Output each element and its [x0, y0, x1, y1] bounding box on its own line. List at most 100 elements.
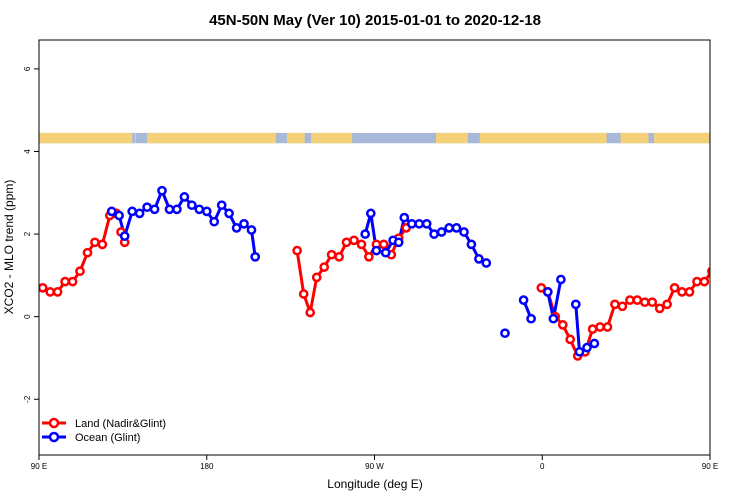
series-land-point [557, 320, 568, 330]
series-ocean-point [451, 223, 462, 233]
series-ocean-point [360, 229, 371, 239]
y-tick-label: 4 [23, 149, 32, 154]
x-axis-label: Longitude (deg E) [327, 477, 422, 491]
x-tick-label: 90 E [31, 462, 47, 471]
series-land-point [364, 251, 374, 262]
series-ocean-point [393, 237, 404, 248]
series-land-point [82, 247, 93, 258]
series-land-point [707, 266, 710, 276]
series-ocean-point [406, 218, 417, 229]
series-land-point [97, 239, 108, 250]
series-ocean-point [570, 299, 581, 310]
series-land-point [341, 237, 352, 248]
series-ocean-point [414, 218, 425, 229]
series-land-point [378, 239, 389, 250]
series-ocean-point [444, 223, 454, 233]
series-land-point [67, 276, 78, 287]
series-land-point [632, 295, 643, 305]
series-land-point [349, 235, 359, 246]
x-axis-ticks: 90 E 180 90 W 0 90 E [31, 455, 718, 471]
series-ocean-point [589, 338, 600, 349]
series-land-point [677, 287, 687, 297]
series-land-point [305, 307, 316, 318]
land-ocean-strip [39, 132, 710, 144]
series-ocean-point [127, 206, 138, 217]
series-land-point [311, 272, 322, 283]
strip-land-segment [134, 132, 136, 144]
series-ocean-point [106, 206, 117, 217]
y-tick-label: 2 [23, 231, 32, 236]
y-axis-ticks: -2 0 2 4 6 [23, 66, 39, 403]
series-land-point [617, 301, 628, 312]
y-tick-label: -2 [23, 395, 32, 403]
series-ocean-point [186, 200, 197, 211]
series-land-point [723, 239, 730, 246]
legend-entry-land: Land (Nadir&Glint) [42, 417, 166, 430]
series-ocean-point [481, 258, 492, 268]
series-ocean-line [744, 191, 750, 236]
series-ocean-point [548, 313, 559, 324]
series-land-point [45, 287, 56, 297]
series-land-point [298, 289, 309, 299]
series-ocean-point [526, 313, 536, 324]
series-land-point [625, 295, 635, 305]
strip-land-segment [620, 132, 649, 144]
series-ocean-point [380, 247, 391, 258]
series-ocean-point [172, 204, 182, 215]
x-tick-label: 90 E [702, 462, 718, 471]
series-land-point [75, 266, 85, 277]
y-axis-label: XCO2 - MLO trend (ppm) [2, 180, 16, 315]
y-tick-label: 0 [23, 314, 32, 319]
series-ocean-point [371, 245, 382, 256]
series-land-point [716, 249, 723, 256]
x-tick-label: 0 [540, 462, 545, 471]
series-land-point [536, 282, 547, 293]
series-ocean-point [216, 200, 227, 211]
series-land-point [334, 251, 344, 262]
series-ocean-point [429, 229, 439, 239]
series-ocean-point [518, 295, 529, 305]
series-land-point [565, 334, 576, 345]
strip-ocean [39, 132, 710, 144]
series-ocean-point [474, 254, 484, 264]
series-ocean-point [239, 218, 249, 229]
series-land-point [738, 212, 745, 219]
strip-land-segment [147, 132, 276, 144]
series-ocean-point [459, 227, 469, 237]
series-ocean-point [119, 231, 130, 241]
series-ocean-point [246, 225, 257, 235]
series-ocean-point [365, 208, 376, 219]
legend-land-marker [48, 417, 60, 429]
legend-ocean-marker [48, 431, 60, 443]
series-ocean-point [574, 346, 585, 357]
series-land-line [540, 271, 710, 358]
series-ocean-point [142, 202, 152, 213]
series-points [39, 185, 747, 361]
series-land-point [610, 299, 620, 310]
legend-ocean-label: Ocean (Glint) [75, 432, 140, 444]
series-land-point [292, 245, 302, 256]
series-land-point [90, 237, 100, 248]
strip-land-segment [311, 132, 353, 144]
series-ocean-point [164, 204, 175, 215]
series-ocean-point [421, 218, 432, 229]
series-ocean-point [542, 287, 553, 297]
series-land-point [731, 241, 738, 248]
series-land-point [595, 322, 605, 332]
series-ocean-point [250, 251, 261, 262]
series-land-point [52, 287, 63, 297]
series-ocean-point [179, 192, 190, 202]
series-ocean-point [209, 216, 220, 227]
series-land-point [692, 276, 702, 287]
strip-land-segment [654, 132, 710, 144]
series-ocean-point [740, 208, 747, 215]
series-land-point [587, 324, 598, 334]
y-tick-label: 6 [23, 66, 32, 71]
series-ocean-point [436, 227, 447, 237]
x-tick-label: 90 W [365, 462, 384, 471]
legend: Land (Nadir&Glint) Ocean (Glint) [42, 417, 166, 444]
series-ocean-point [582, 342, 592, 353]
legend-land-label: Land (Nadir&Glint) [75, 418, 166, 430]
chart-title: 45N-50N May (Ver 10) 2015-01-01 to 2020-… [209, 12, 541, 29]
